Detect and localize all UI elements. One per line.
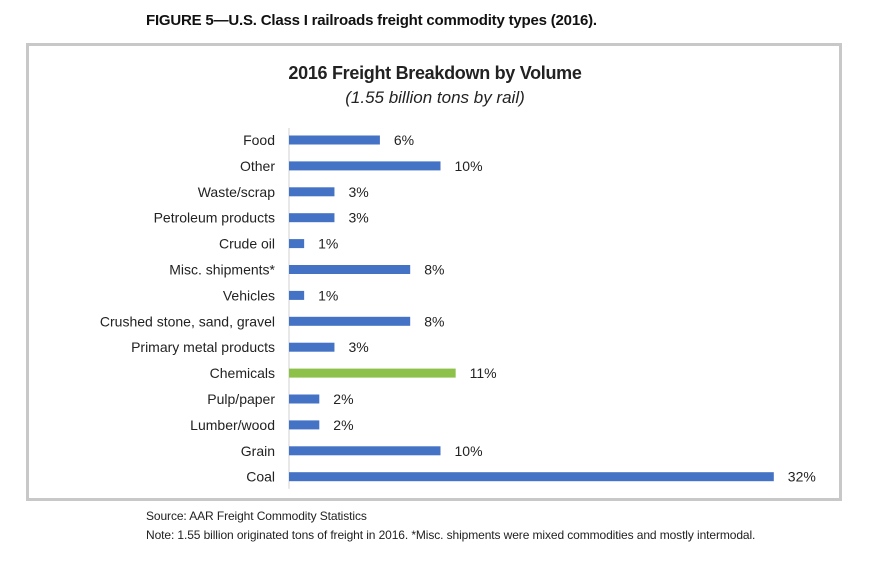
category-label: Primary metal products [131, 339, 275, 355]
category-label: Other [240, 158, 275, 174]
bar-misc-shipments [289, 265, 411, 274]
value-label: 10% [455, 443, 483, 459]
bar-lumber-wood [289, 420, 320, 430]
category-label: Vehicles [223, 287, 275, 303]
figure-title: FIGURE 5—U.S. Class I railroads freight … [146, 12, 597, 29]
value-label: 8% [424, 262, 444, 278]
value-label: 3% [348, 210, 368, 226]
bar-grain [289, 446, 441, 456]
category-label: Waste/scrap [198, 184, 275, 200]
bar-crushed-stone-sand-gravel [289, 316, 411, 326]
bar-other [289, 161, 441, 171]
bar-chemicals [289, 368, 456, 378]
category-label: Grain [241, 443, 275, 459]
category-label: Food [243, 132, 275, 148]
bar-coal [289, 472, 774, 482]
category-label: Misc. shipments* [169, 262, 275, 278]
chart-title: 2016 Freight Breakdown by Volume [288, 63, 582, 83]
value-label: 1% [318, 236, 338, 252]
value-label: 1% [318, 287, 338, 303]
value-label: 6% [394, 132, 414, 148]
value-label: 2% [333, 391, 353, 407]
source-note: Source: AAR Freight Commodity Statistics [146, 509, 367, 523]
bar-pulp-paper [289, 394, 320, 404]
category-label: Petroleum products [154, 210, 275, 226]
chart-subtitle: (1.55 billion tons by rail) [345, 88, 525, 107]
chart-frame [26, 43, 842, 501]
value-label: 3% [348, 184, 368, 200]
footnote: Note: 1.55 billion originated tons of fr… [146, 528, 756, 542]
value-label: 32% [788, 469, 816, 485]
category-label: Pulp/paper [207, 391, 275, 407]
category-label: Crushed stone, sand, gravel [100, 313, 275, 329]
category-label: Lumber/wood [190, 417, 275, 433]
value-label: 3% [348, 339, 368, 355]
category-label: Crude oil [219, 236, 275, 252]
category-label: Coal [246, 469, 275, 485]
bar-petroleum-products [289, 213, 335, 223]
category-label: Chemicals [210, 365, 275, 381]
bar-crude-oil [289, 239, 305, 249]
value-label: 11% [470, 365, 497, 381]
bar-vehicles [289, 290, 305, 300]
value-label: 2% [333, 417, 353, 433]
bar-waste-scrap [289, 187, 335, 197]
bar-primary-metal-products [289, 342, 335, 352]
value-label: 8% [424, 313, 444, 329]
bar-food [289, 135, 380, 145]
value-label: 10% [455, 158, 483, 174]
